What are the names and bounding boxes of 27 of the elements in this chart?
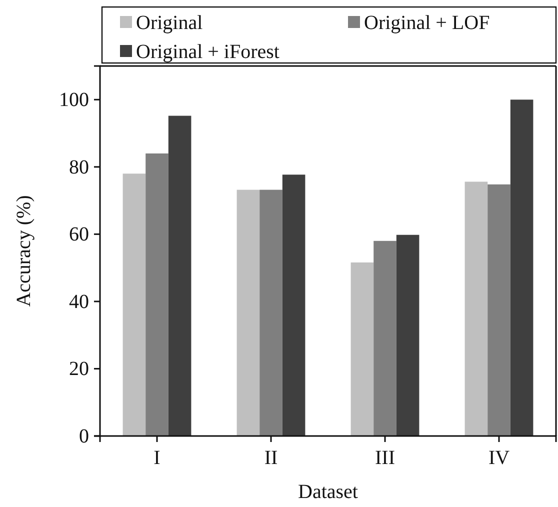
x-tick-label: I bbox=[154, 447, 160, 470]
x-axis-title: Dataset bbox=[298, 481, 358, 503]
bar bbox=[464, 182, 488, 436]
y-tick-label: 80 bbox=[69, 156, 89, 178]
y-tick-label: 40 bbox=[69, 290, 89, 313]
x-tick-label: III bbox=[375, 447, 395, 470]
bar bbox=[374, 240, 396, 436]
legend-label: Original bbox=[136, 12, 204, 34]
legend-label: Original + LOF bbox=[364, 12, 490, 34]
legend-label: Original + iForest bbox=[136, 41, 280, 63]
bar bbox=[146, 153, 168, 436]
bar bbox=[260, 190, 282, 436]
y-tick-label: 60 bbox=[69, 224, 89, 246]
y-axis-title: Accuracy (%) bbox=[13, 195, 35, 307]
y-tick-label: 0 bbox=[79, 425, 89, 448]
bar bbox=[396, 234, 420, 436]
bar bbox=[350, 262, 374, 436]
bar bbox=[282, 174, 306, 436]
bar bbox=[488, 184, 510, 436]
x-tick-label: IV bbox=[488, 447, 510, 470]
y-tick-label: 20 bbox=[69, 358, 89, 380]
bar bbox=[168, 116, 192, 436]
bar bbox=[122, 174, 146, 436]
bar bbox=[510, 100, 534, 436]
bar bbox=[236, 190, 260, 436]
x-tick-label: II bbox=[264, 447, 278, 470]
y-tick-label: 100 bbox=[59, 89, 89, 112]
